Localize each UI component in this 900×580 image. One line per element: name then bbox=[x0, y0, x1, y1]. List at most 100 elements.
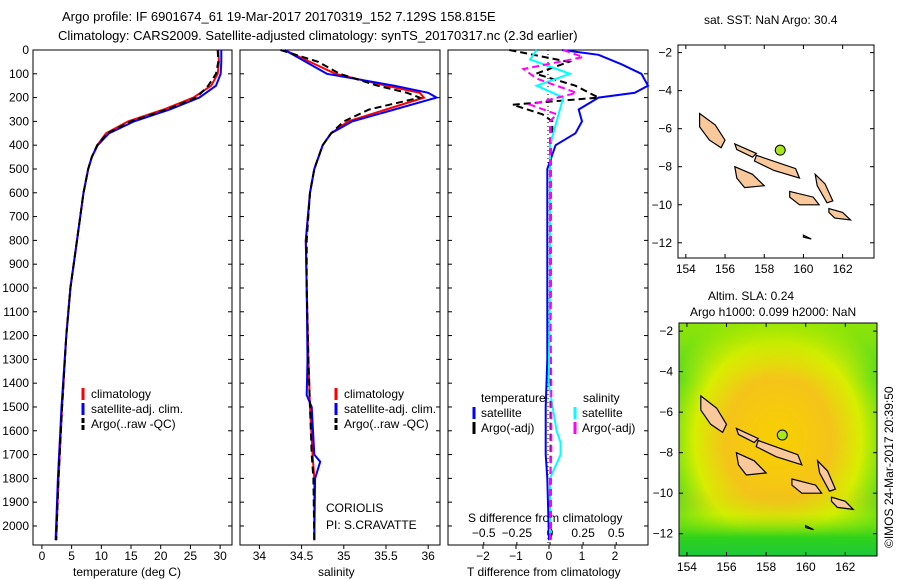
map-y-tick-label: −6 bbox=[659, 405, 673, 419]
legend-label: Argo(-adj) bbox=[481, 421, 534, 435]
sla-map-title2: Argo h1000: 0.099 h2000: NaN bbox=[690, 305, 856, 319]
legend-label: Argo(-adj) bbox=[582, 421, 635, 435]
map-y-tick-label: −4 bbox=[658, 84, 672, 98]
y-tick-label: 900 bbox=[9, 257, 29, 271]
island-coastline bbox=[753, 154, 801, 180]
island-coastline bbox=[733, 142, 758, 158]
title-line2: Climatology: CARS2009. Satellite-adjuste… bbox=[58, 28, 578, 43]
x-tick-label: 2 bbox=[612, 549, 619, 563]
x-tick-label: −2 bbox=[476, 549, 490, 563]
salinity-xlabel: salinity bbox=[318, 565, 355, 579]
series-line-argo-raw-qc- bbox=[280, 49, 424, 541]
x-tick-label: 20 bbox=[154, 549, 168, 563]
legend-label: satellite-adj. clim. bbox=[91, 402, 183, 416]
temperature-axes-frame bbox=[32, 49, 233, 546]
x-tick-label: 30 bbox=[213, 549, 227, 563]
map-y-tick-label: −8 bbox=[658, 160, 672, 174]
island-coastline bbox=[698, 112, 726, 149]
y-tick-label: 1800 bbox=[2, 471, 29, 485]
y-tick-label: 100 bbox=[9, 67, 29, 81]
map-x-tick-label: 156 bbox=[715, 262, 735, 276]
map-y-tick-label: −6 bbox=[658, 122, 672, 136]
legend-heading-temperature: temperature bbox=[481, 391, 546, 405]
x-tick-label: 15 bbox=[124, 549, 138, 563]
island-coastline bbox=[805, 524, 814, 531]
y-tick-label: 1700 bbox=[2, 448, 29, 462]
legend-label: climatology bbox=[344, 387, 404, 401]
legend-label: satellite bbox=[481, 406, 522, 420]
map-y-tick-label: −10 bbox=[652, 198, 673, 212]
island-coastline bbox=[830, 496, 855, 511]
map-x-tick-label: 158 bbox=[754, 262, 774, 276]
y-tick-label: 1600 bbox=[2, 424, 29, 438]
pi-label: PI: S.CRAVATTE bbox=[326, 518, 417, 532]
x-tick-label: 36 bbox=[422, 549, 436, 563]
y-tick-label: 400 bbox=[9, 138, 29, 152]
argo-position-marker bbox=[776, 429, 788, 441]
map-y-tick-label: −8 bbox=[659, 446, 673, 460]
y-tick-label: 1400 bbox=[2, 376, 29, 390]
sla-heatmap-shading bbox=[679, 323, 877, 556]
temperature-xlabel: temperature (deg C) bbox=[73, 565, 181, 579]
y-tick-label: 0 bbox=[22, 43, 29, 57]
y-tick-label: 800 bbox=[9, 233, 29, 247]
island-coastline bbox=[734, 165, 766, 189]
series-line-climatology bbox=[284, 49, 426, 541]
series-line-s-argo-adj- bbox=[521, 49, 587, 541]
sla-map-frame bbox=[678, 322, 878, 557]
legend-label: Argo(..raw -QC) bbox=[91, 417, 176, 431]
series-line-satellite-adj-clim- bbox=[284, 49, 440, 541]
y-tick-label: 1900 bbox=[2, 495, 29, 509]
map-x-tick-label: 156 bbox=[717, 560, 737, 574]
y-tick-label: 600 bbox=[9, 186, 29, 200]
sla-map: Altim. SLA: 0.24 Argo h1000: 0.099 h2000… bbox=[653, 289, 878, 574]
x-tick-label: 25 bbox=[184, 549, 198, 563]
salinity-axes-frame bbox=[239, 49, 441, 546]
y-tick-label: 1100 bbox=[3, 305, 29, 319]
x-tick-label: 34.5 bbox=[290, 549, 314, 563]
map-x-tick-label: 160 bbox=[793, 262, 813, 276]
sst-map-title: sat. SST: NaN Argo: 30.4 bbox=[704, 13, 838, 27]
x-tick-label: 34 bbox=[253, 549, 267, 563]
map-x-tick-label: 160 bbox=[796, 560, 816, 574]
title-line1: Argo profile: IF 6901674_61 19-Mar-2017 … bbox=[62, 9, 496, 24]
map-x-tick-label: 162 bbox=[835, 560, 855, 574]
y-tick-label: 700 bbox=[9, 210, 29, 224]
map-y-tick-label: −2 bbox=[658, 46, 672, 60]
difference-xlabel: T difference from climatology bbox=[467, 565, 621, 579]
y-tick-label: 2000 bbox=[2, 519, 29, 533]
salinity-panel: salinity CORIOLIS PI: S.CRAVATTE 34 34.5 3… bbox=[239, 49, 441, 579]
x-tick-label: 10 bbox=[95, 549, 109, 563]
x-tick-label: 35 bbox=[337, 549, 351, 563]
sst-map: sat. SST: NaN Argo: 30.4 154 156 158 160 162… bbox=[652, 13, 875, 276]
s-tick-label: 0.25 bbox=[571, 526, 595, 540]
legend-label: Argo(..raw -QC) bbox=[344, 417, 429, 431]
y-tick-label: 500 bbox=[9, 162, 29, 176]
island-coastline bbox=[802, 234, 812, 240]
map-y-tick-label: −12 bbox=[653, 527, 674, 541]
map-x-tick-label: 158 bbox=[756, 560, 776, 574]
series-line-t-argo-adj- bbox=[509, 49, 603, 541]
series-line-t-satellite bbox=[544, 49, 650, 541]
map-y-tick-label: −4 bbox=[659, 365, 673, 379]
island-coastline bbox=[828, 207, 853, 221]
y-tick-label: 300 bbox=[9, 114, 29, 128]
x-tick-label: 35.5 bbox=[374, 549, 398, 563]
x-tick-label: 0 bbox=[546, 549, 553, 563]
island-coastline bbox=[814, 172, 834, 204]
series-line-s-satellite bbox=[528, 49, 573, 541]
map-y-tick-label: −12 bbox=[652, 236, 673, 250]
copyright-stamp: ©IMOS 24-Mar-2017 20:39:50 bbox=[882, 386, 896, 548]
y-tick-label: 1200 bbox=[2, 329, 29, 343]
series-line-argo-raw-qc- bbox=[55, 49, 220, 541]
x-tick-label: 5 bbox=[68, 549, 75, 563]
series-line-climatology bbox=[55, 49, 220, 541]
map-y-tick-label: −10 bbox=[653, 486, 674, 500]
argo-position-marker bbox=[774, 144, 786, 156]
x-tick-label: −1 bbox=[509, 549, 523, 563]
island-coastline bbox=[735, 451, 768, 476]
island-coastline bbox=[735, 427, 760, 444]
legend-label: climatology bbox=[91, 387, 151, 401]
sla-map-title1: Altim. SLA: 0.24 bbox=[708, 289, 794, 303]
